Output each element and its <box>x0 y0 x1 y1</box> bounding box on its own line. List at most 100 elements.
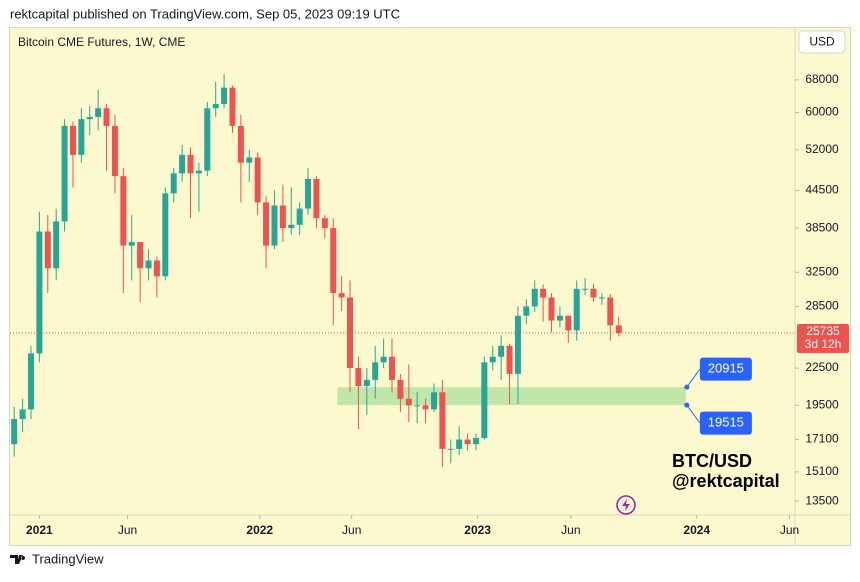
y-tick-label: 32500 <box>805 264 839 278</box>
candle-body <box>305 178 312 209</box>
candle-body <box>598 297 605 299</box>
x-tick-label: 2024 <box>683 523 710 537</box>
candle-body <box>61 125 68 222</box>
candle-body <box>44 231 51 269</box>
candle-body <box>271 205 278 246</box>
candle-body <box>414 405 421 407</box>
chart-title: Bitcoin CME Futures, 1W, CME <box>18 35 185 49</box>
candle-body <box>405 398 412 406</box>
x-tick-label: Jun <box>780 523 799 537</box>
candle-body <box>615 325 622 334</box>
y-tick-label: 22500 <box>805 360 839 374</box>
candle-body <box>11 419 18 445</box>
x-tick-label: Jun <box>561 523 580 537</box>
candle-body <box>86 116 93 120</box>
footer-logo <box>10 555 26 564</box>
candle-body <box>439 392 446 449</box>
candle-body <box>355 368 362 387</box>
event-icon-bolt <box>622 499 630 511</box>
callout-box <box>699 357 752 381</box>
candle-body <box>162 193 169 277</box>
chart-frame <box>9 27 851 546</box>
candle-body <box>95 108 102 117</box>
y-tick-label: 52000 <box>805 142 839 156</box>
currency-label[interactable]: USD <box>809 35 835 49</box>
candle-body <box>464 439 471 445</box>
candle-body <box>321 218 328 229</box>
candle-body <box>78 119 85 155</box>
candle-body <box>128 242 135 246</box>
candle-body <box>472 438 479 445</box>
candle-body <box>389 356 396 380</box>
candle-body <box>481 362 488 439</box>
y-tick-label: 44500 <box>805 183 839 197</box>
y-tick-label: 13500 <box>805 493 839 507</box>
candle-body <box>237 125 244 163</box>
event-icon[interactable] <box>616 495 636 515</box>
candle-body <box>313 178 320 219</box>
plot-area <box>10 74 795 467</box>
candle-body <box>573 288 580 331</box>
candle-body <box>422 405 429 410</box>
countdown-label: 3d 12h <box>805 337 842 351</box>
footer-brand: TradingView <box>32 551 104 566</box>
candle-body <box>246 157 253 163</box>
candle-body <box>263 202 270 246</box>
candle-body <box>338 293 345 298</box>
y-tick-label: 28500 <box>805 299 839 313</box>
x-tick-label: Jun <box>118 523 137 537</box>
candle-body <box>506 345 513 374</box>
publisher: rektcapital published on TradingView.com… <box>10 6 400 21</box>
candle-body <box>397 379 404 399</box>
candle-body <box>607 297 614 326</box>
candle-body <box>565 315 572 331</box>
candle-body <box>195 170 202 174</box>
candle-body <box>456 439 463 449</box>
currency-button[interactable] <box>798 30 846 54</box>
callout-label: 20915 <box>708 361 744 376</box>
callout-connector <box>686 404 701 424</box>
candle-body <box>347 297 354 369</box>
support-zone <box>337 387 686 406</box>
candle-body <box>229 87 236 126</box>
candle-body <box>120 176 127 246</box>
candle-body <box>447 448 454 450</box>
candle-body <box>523 306 530 316</box>
candle-body <box>279 205 286 229</box>
candle-body <box>103 108 110 126</box>
candle-body <box>590 288 597 298</box>
candle-body <box>489 356 496 363</box>
candle-body <box>19 409 26 420</box>
y-tick-label: 17100 <box>805 432 839 446</box>
callout-label: 19515 <box>708 415 744 430</box>
last-price-label: 25735 <box>806 324 840 338</box>
candle-body <box>170 173 177 194</box>
candle-body <box>363 379 370 387</box>
candle-body <box>69 125 76 155</box>
candle-body <box>296 208 303 225</box>
callout-dot <box>684 384 690 390</box>
candle-body <box>27 353 34 410</box>
watermark-line: @rektcapital <box>672 471 780 491</box>
candle-body <box>53 221 60 269</box>
candle-body <box>187 154 194 174</box>
candle-body <box>153 260 160 277</box>
candle-body <box>111 125 118 177</box>
x-tick-label: Jun <box>342 523 361 537</box>
callout-connector <box>686 368 701 388</box>
last-price-box <box>797 324 849 354</box>
candle-body <box>179 154 186 174</box>
candle-body <box>254 157 261 203</box>
candle-body <box>380 356 387 363</box>
candle-body <box>221 87 228 104</box>
candle-body <box>330 228 337 294</box>
candle-body <box>582 288 589 290</box>
candle-body <box>498 345 505 357</box>
y-tick-label: 60000 <box>805 105 839 119</box>
candle-body <box>288 224 295 229</box>
y-tick-label: 68000 <box>805 72 839 86</box>
y-tick-label: 15100 <box>805 464 839 478</box>
y-tick-label: 19500 <box>805 398 839 412</box>
candle-body <box>204 108 211 171</box>
candle-body <box>212 103 219 109</box>
